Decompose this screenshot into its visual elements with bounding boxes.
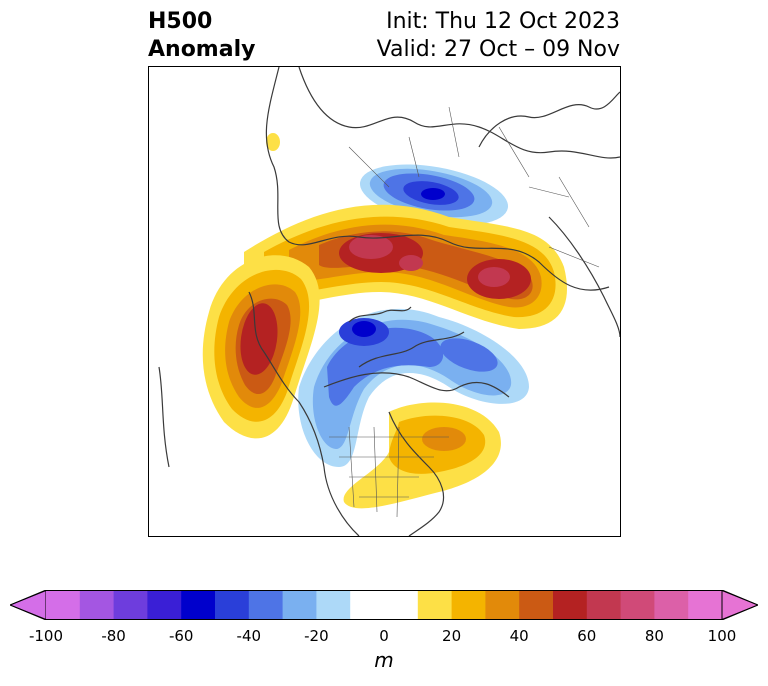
anomaly-map	[148, 66, 621, 537]
colorbar-segment	[654, 590, 689, 620]
colorbar-segment	[181, 590, 216, 620]
colorbar-tick-label: -80	[101, 627, 126, 645]
political-boundaries	[329, 106, 600, 518]
title-line-2: Anomaly	[148, 37, 256, 62]
colorbar-segment	[451, 590, 486, 620]
colorbar-extend-min	[10, 590, 47, 620]
positive-anomaly-east-na	[343, 402, 501, 509]
colorbar-segment	[586, 590, 622, 620]
positive-anomaly-small	[266, 133, 280, 151]
colorbar-segment	[620, 590, 655, 620]
colorbar-segment	[350, 590, 385, 620]
init-time: Init: Thu 12 Oct 2023	[386, 9, 620, 34]
colorbar-tick-label: -40	[236, 627, 262, 645]
map-title: H500 Anomaly	[148, 8, 255, 64]
colorbar-tick-label: 60	[577, 627, 597, 645]
colorbar-segment	[519, 590, 554, 620]
run-info: Init: Thu 12 Oct 2023 Valid: 27 Oct – 09…	[377, 8, 620, 64]
colorbar-segment	[282, 590, 317, 620]
colorbar-extend-max	[721, 590, 758, 620]
colorbar-segment	[215, 590, 250, 620]
map-canvas	[158, 67, 620, 536]
colorbar-tick-label: 100	[707, 627, 737, 645]
positive-anomaly-siberia	[244, 204, 567, 329]
colorbar-segment	[147, 590, 182, 620]
colorbar-segment	[46, 590, 81, 620]
colorbar-outline	[10, 590, 758, 620]
colorbar-segment	[688, 590, 723, 620]
colorbar-tick-label: -100	[28, 627, 64, 645]
positive-anomaly-pacific	[202, 255, 320, 439]
colorbar-segment	[79, 590, 115, 620]
title-line-1: H500	[148, 9, 213, 34]
coastlines	[158, 67, 620, 536]
colorbar-segment	[553, 590, 588, 620]
colorbar-segment	[248, 590, 284, 620]
colorbar-tick-label: 40	[509, 627, 529, 645]
colorbar-segment	[417, 590, 453, 620]
colorbar-segment	[113, 590, 148, 620]
colorbar-tick-label: 0	[379, 627, 389, 645]
colorbar-tick-label: -60	[168, 627, 194, 645]
colorbar-unit-label: m	[374, 648, 394, 672]
colorbar-tick-label: 20	[442, 627, 462, 645]
colorbar-tick-label: 80	[644, 627, 664, 645]
colorbar	[10, 590, 758, 620]
colorbar-tick-label: -20	[304, 627, 329, 645]
colorbar-segment	[384, 590, 419, 620]
colorbar-segment	[485, 590, 520, 620]
colorbar-segment	[316, 590, 351, 620]
valid-period: Valid: 27 Oct – 09 Nov	[376, 37, 620, 62]
